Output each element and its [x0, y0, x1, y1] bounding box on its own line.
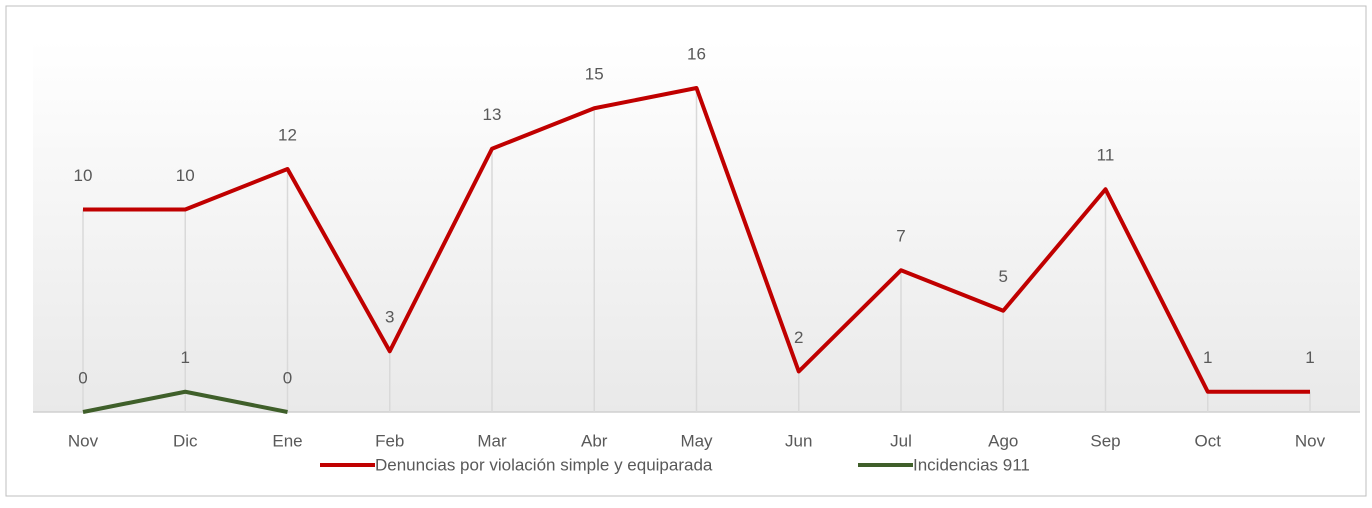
series-line: [83, 86, 1310, 394]
data-label: 1: [181, 348, 190, 367]
x-tick-label: Ene: [272, 431, 302, 450]
x-tick-label: Mar: [477, 431, 507, 450]
data-label: 2: [794, 328, 803, 347]
legend-label: Denuncias por violación simple y equipar…: [375, 455, 713, 474]
data-label: 0: [78, 368, 87, 387]
data-label: 10: [74, 166, 93, 185]
data-label: 12: [278, 125, 297, 144]
x-tick-label: May: [680, 431, 713, 450]
data-label: 11: [1097, 146, 1115, 165]
x-tick-label: Jun: [785, 431, 812, 450]
data-label: 16: [687, 44, 706, 63]
data-label: 3: [385, 308, 394, 327]
x-tick-label: Sep: [1090, 431, 1120, 450]
data-label: 10: [176, 166, 195, 185]
x-tick-label: Ago: [988, 431, 1018, 450]
data-label: 5: [999, 267, 1008, 286]
series-line: [82, 389, 288, 414]
legend-label: Incidencias 911: [913, 455, 1030, 474]
x-tick-label: Abr: [581, 431, 608, 450]
x-tick-label: Dic: [173, 431, 198, 450]
x-tick-label: Jul: [890, 431, 912, 450]
data-label: 1: [1305, 348, 1314, 367]
x-tick-label: Oct: [1195, 431, 1222, 450]
data-label: 7: [896, 227, 905, 246]
data-label: 1: [1203, 348, 1212, 367]
data-label: 15: [585, 65, 604, 84]
data-label: 0: [283, 368, 292, 387]
x-tick-label: Feb: [375, 431, 404, 450]
x-tick-label: Nov: [68, 431, 99, 450]
data-label: 13: [483, 105, 502, 124]
x-tick-label: Nov: [1295, 431, 1326, 450]
